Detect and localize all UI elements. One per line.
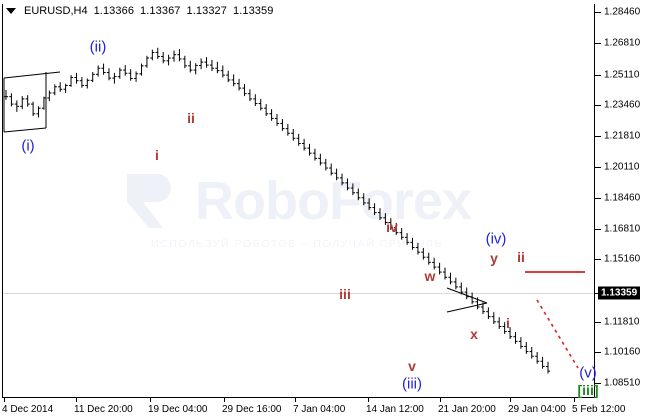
price-tick: [595, 167, 601, 169]
price-tick: [595, 135, 601, 137]
price-tick: [595, 12, 601, 14]
wave-label-y: y: [490, 250, 498, 266]
price-tick-label: 1.23460: [604, 99, 641, 111]
wave-label-x: x: [470, 326, 478, 342]
price-tick-label: 1.15160: [604, 253, 641, 265]
time-tick: [510, 397, 511, 402]
price-tick-label: 1.10160: [604, 346, 641, 358]
time-tick: [150, 397, 151, 402]
wave-label-v: v: [408, 358, 416, 374]
wave-label-iii: iii: [339, 286, 351, 302]
wave-label-i: i: [155, 147, 159, 163]
time-tick: [76, 397, 77, 402]
time-tick-label: 5 Feb 12:00: [572, 404, 626, 415]
time-tick: [295, 397, 296, 402]
price-tick: [595, 352, 601, 354]
left-border: [2, 4, 3, 398]
ohlc-high-value: 1.13367: [140, 5, 181, 17]
wave-label-iv: (iv): [485, 230, 507, 248]
price-tick-label: 1.18460: [604, 192, 641, 204]
price-tick: [595, 382, 601, 384]
price-tick-label: 1.21810: [604, 130, 641, 142]
price-tick: [595, 259, 601, 261]
price-tick-label: 1.08510: [604, 377, 641, 389]
wave-label-v: (v): [579, 364, 597, 382]
time-axis-line: [2, 397, 594, 398]
current-price-badge: 1.13359: [598, 286, 641, 300]
time-tick: [368, 397, 369, 402]
wave-label-ii: ii: [187, 110, 195, 126]
price-tick-label: 1.28460: [604, 6, 641, 18]
chevron-down-icon[interactable]: [6, 8, 16, 14]
time-tick-label: 7 Jan 04:00: [293, 404, 346, 415]
chart-header: EURUSD,H4 1.13366 1.13367 1.13327 1.1335…: [0, 0, 273, 22]
wave-label-w: w: [424, 268, 436, 284]
time-tick-label: 14 Jan 12:00: [366, 404, 424, 415]
time-tick-label: 21 Jan 20:00: [438, 404, 496, 415]
time-tick: [574, 397, 575, 402]
time-tick-label: 29 Dec 16:00: [222, 404, 282, 415]
symbol-timeframe-label: EURUSD,H4: [24, 5, 88, 17]
ohlc-close-value: 1.13359: [232, 5, 274, 17]
wave-label-i: i: [506, 315, 510, 331]
time-tick: [4, 397, 5, 402]
time-tick-label: 4 Dec 2014: [2, 404, 54, 415]
wave-label-iii: [iii]: [577, 382, 599, 398]
price-tick-label: 1.11810: [604, 316, 640, 328]
price-tick-label: 1.25110: [604, 69, 640, 81]
wave-label-ii: (ii): [89, 38, 107, 56]
price-tick-label: 1.20110: [604, 161, 640, 173]
time-tick-label: 11 Dec 20:00: [74, 404, 133, 415]
price-tick-label: 1.16810: [604, 223, 641, 235]
price-tick: [595, 198, 601, 200]
ohlc-low-value: 1.13327: [186, 5, 227, 17]
wave-label-iv: iv: [386, 219, 398, 235]
time-tick: [224, 397, 225, 402]
price-tick: [595, 42, 601, 44]
time-tick-label: 19 Dec 04:00: [148, 404, 208, 415]
current-price-line: [3, 292, 594, 294]
wave-label-iii: (iii): [402, 375, 422, 393]
time-tick-label: 29 Jan 04:00: [508, 404, 566, 415]
time-tick: [440, 397, 441, 402]
wave-label-i: (i): [21, 137, 35, 155]
forecast-projection-line: [536, 299, 579, 369]
wave-label-ii: ii: [517, 249, 525, 265]
price-axis-line: [594, 4, 595, 398]
price-tick: [595, 105, 601, 107]
price-tick: [595, 74, 601, 76]
ohlc-open-value: 1.13366: [93, 5, 135, 17]
price-tick: [595, 321, 601, 323]
price-tick-label: 1.26810: [604, 37, 641, 49]
price-tick: [595, 228, 601, 230]
